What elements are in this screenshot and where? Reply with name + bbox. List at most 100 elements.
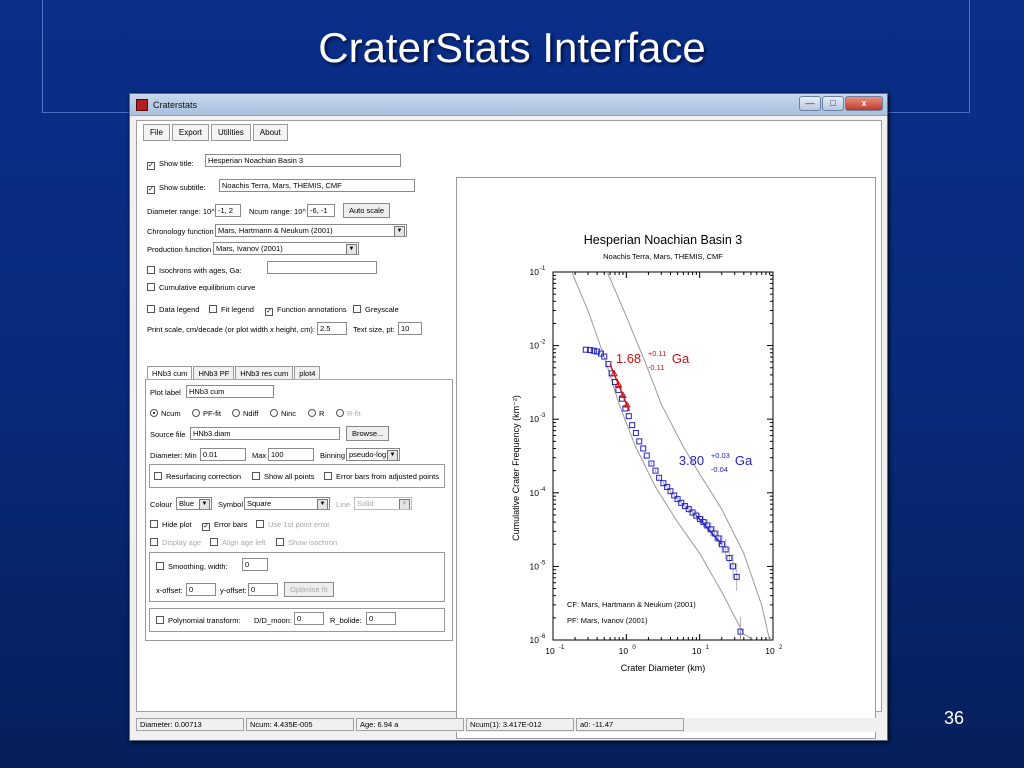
dd-moon-label: D/D_moon: (254, 616, 292, 625)
slide-number: 36 (943, 708, 964, 728)
mode-ndiff-radio[interactable]: Ndiff (232, 409, 258, 418)
error-bars-adjusted-checkbox[interactable]: Error bars from adjusted points (324, 472, 439, 481)
align-age-checkbox[interactable]: Align age left (210, 538, 265, 547)
fit-point (623, 401, 631, 408)
show-subtitle-checkbox[interactable]: ✓ Show subtitle: (147, 183, 206, 194)
error-bars-checkbox[interactable]: ✓ Error bars (202, 520, 247, 531)
checkbox-icon (252, 472, 260, 480)
fit-age-minus: -0.11 (648, 363, 665, 372)
diameter-max-input[interactable]: 100 (268, 448, 314, 461)
data-point (632, 429, 639, 436)
align-age-label: Align age left (222, 538, 266, 547)
chronology-select[interactable]: Mars, Hartmann & Neukum (2001) (215, 224, 407, 237)
equilibrium-checkbox[interactable]: Cumulative equilibrium curve (147, 283, 255, 292)
radio-icon (270, 409, 278, 417)
crater-chart: Hesperian Noachian Basin 3 Noachis Terra… (511, 233, 783, 673)
tab-plot4[interactable]: plot4 (294, 366, 321, 380)
plot-label-label: Plot label (150, 388, 181, 397)
diameter-min-input[interactable]: 0.01 (200, 448, 246, 461)
export-menu[interactable]: Export (171, 124, 210, 141)
mode-label: Ndiff (243, 409, 259, 418)
first-point-error-checkbox[interactable]: Use 1st point error (256, 520, 330, 529)
about-menu[interactable]: About (252, 124, 288, 141)
polynomial-checkbox[interactable]: Polynomial transform: (156, 616, 241, 625)
plot-label-input[interactable]: HNb3 cum (186, 385, 274, 398)
fit-line (695, 515, 723, 545)
smoothing-input[interactable]: 0 (242, 558, 268, 571)
tab-hnb3-res-cum[interactable]: HNb3 res cum (235, 366, 294, 380)
data-point (629, 422, 636, 429)
fit-point (614, 380, 623, 387)
plot-tabs: HNb3 cum HNb3 PF HNb3 res cum plot4 (147, 366, 321, 380)
greyscale-checkbox[interactable]: Greyscale (353, 305, 399, 314)
resurfacing-checkbox[interactable]: Resurfacing correction (154, 472, 241, 481)
isochrons-input[interactable] (267, 261, 377, 274)
plot-canvas[interactable]: Hesperian Noachian Basin 3 Noachis Terra… (456, 177, 876, 739)
mode-ncum-radio[interactable]: Ncum (150, 409, 181, 418)
colour-select[interactable]: Blue (176, 497, 212, 510)
source-file-input[interactable]: HNb3.diam (190, 427, 340, 440)
ncum-range-input[interactable]: -6, -1 (307, 204, 335, 217)
data-legend-checkbox[interactable]: Data legend (147, 305, 199, 314)
file-menu[interactable]: File (143, 124, 170, 141)
mode-ninc-radio[interactable]: Ninc (270, 409, 296, 418)
hide-plot-checkbox[interactable]: Hide plot (150, 520, 192, 529)
minimize-button[interactable]: — (799, 96, 821, 111)
status-bar: Diameter: 0.00713 Ncum: 4.435E-005 Age: … (136, 718, 882, 732)
source-file-label: Source file (150, 430, 186, 439)
show-all-points-checkbox[interactable]: Show all points (252, 472, 314, 481)
y-tick-exponent: -1 (540, 266, 546, 272)
data-point (636, 438, 643, 445)
display-age-checkbox[interactable]: Display age (150, 538, 201, 547)
status-ncum1: Ncum(1): 3.417E-012 (466, 718, 574, 731)
function-annotations-checkbox[interactable]: ✓ Function annotations (265, 305, 347, 316)
text-size-input[interactable]: 10 (398, 322, 422, 335)
smoothing-checkbox[interactable]: Smoothing, width: (156, 562, 228, 571)
mode-r-fit-radio[interactable]: R-fit (336, 409, 361, 418)
line-select[interactable]: Solid (354, 497, 412, 510)
tab-hnb3-cum[interactable]: HNb3 cum (147, 366, 193, 380)
isochron-curve (571, 271, 755, 641)
mode-pf-fit-radio[interactable]: PF-fit (192, 409, 221, 418)
diameter-max-label: Max (252, 451, 267, 460)
mode-r-radio[interactable]: R (308, 409, 324, 418)
r-bolide-input[interactable]: 0 (366, 612, 396, 625)
data-point (664, 483, 671, 490)
close-button[interactable]: x (845, 96, 883, 111)
diameter-range-input[interactable]: -1, 2 (215, 204, 241, 217)
y-offset-input[interactable]: 0 (248, 583, 278, 596)
maximize-button[interactable]: □ (822, 96, 844, 111)
dd-moon-input[interactable]: 0 (294, 612, 324, 625)
ncum-range-label: Ncum range: 10^ (249, 207, 306, 216)
fit-age: 3.80 (679, 453, 704, 468)
data-point (726, 555, 733, 562)
fit-legend-checkbox[interactable]: Fit legend (209, 305, 254, 314)
show-title-checkbox[interactable]: ✓ Show title: (147, 159, 194, 170)
utilities-menu[interactable]: Utilities (211, 124, 251, 141)
optimise-fit-button[interactable]: Optimise fit (284, 582, 334, 597)
production-select[interactable]: Mars, Ivanov (2001) (213, 242, 359, 255)
x-tick-exponent: -1 (559, 645, 565, 651)
show-isochron-checkbox[interactable]: Show isochron (276, 538, 337, 547)
y-tick-exponent: -5 (540, 560, 546, 566)
isochrons-checkbox[interactable]: Isochrons with ages, Ga: (147, 266, 242, 275)
print-scale-input[interactable]: 2.5 (317, 322, 347, 335)
fit-line (609, 363, 631, 412)
checkbox-icon (156, 616, 164, 624)
title-input[interactable]: Hesperian Noachian Basin 3 (205, 154, 401, 167)
symbol-select[interactable]: Square (244, 497, 330, 510)
title-bar[interactable]: Craterstats — □ x (130, 94, 887, 116)
binning-select[interactable]: pseudo-log (346, 448, 400, 461)
check-icon: ✓ (147, 162, 155, 170)
data-point (689, 509, 696, 516)
x-offset-input[interactable]: 0 (186, 583, 216, 596)
x-tick-exponent: 1 (706, 645, 710, 651)
checkbox-icon (147, 266, 155, 274)
browse-button[interactable]: Browse... (346, 426, 390, 441)
diameter-range-label: Diameter range: 10^ (147, 207, 215, 216)
auto-scale-button[interactable]: Auto scale (343, 203, 391, 218)
subtitle-input[interactable]: Noachis Terra, Mars, THEMIS, CMF (219, 179, 415, 192)
window-title: Craterstats (153, 99, 198, 110)
tab-hnb3-pf[interactable]: HNb3 PF (193, 366, 235, 380)
data-point (681, 503, 688, 510)
